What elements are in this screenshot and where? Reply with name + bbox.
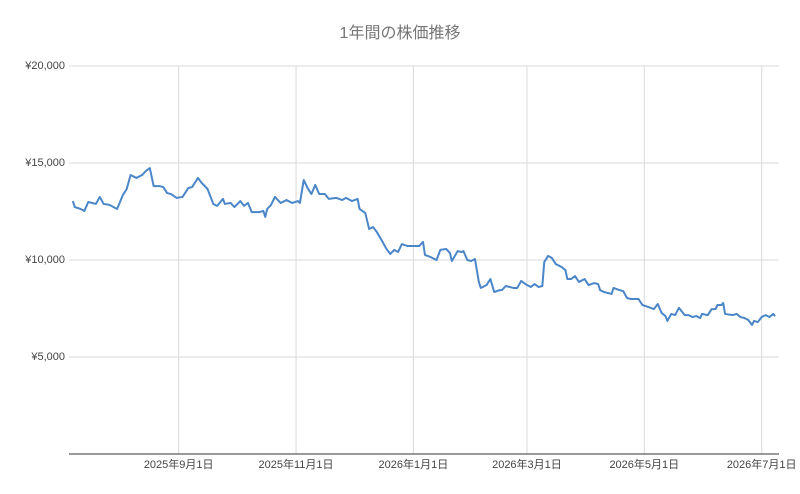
y-tick-label: ¥5,000: [30, 351, 65, 363]
y-tick-label: ¥20,000: [24, 60, 65, 72]
chart-title: 1年間の株価推移: [340, 24, 461, 42]
x-tick-label: 2026年5月1日: [609, 457, 679, 471]
price-line: [71, 167, 776, 326]
x-tick-label: 2025年11月1日: [259, 457, 334, 471]
x-tick-label: 2026年3月1日: [492, 457, 562, 471]
x-tick-label: 2025年9月1日: [144, 457, 214, 471]
y-tick-label: ¥10,000: [24, 254, 65, 266]
x-tick-label: 2026年1月1日: [379, 457, 449, 471]
x-tick-label: 2026年7月1日: [727, 457, 797, 471]
y-tick-label: ¥15,000: [24, 157, 65, 169]
